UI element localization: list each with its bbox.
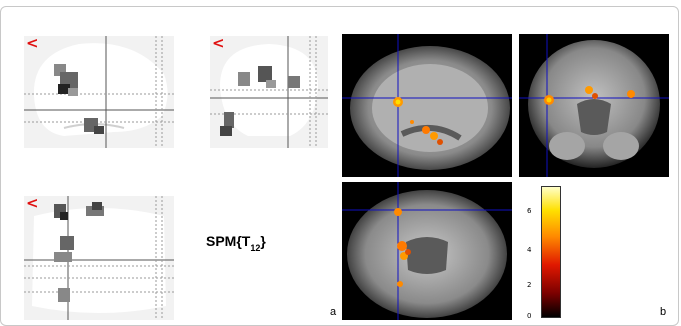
colorbar-tick: 4 [527,246,532,254]
panel-label-a: a [330,306,337,318]
orientation-marker-icon: < [26,36,39,52]
spm-label-subscript: 12 [250,243,261,253]
orientation-marker-icon: < [26,196,39,212]
colorbar-tick: 6 [527,207,532,215]
colorbar-tick: 2 [527,281,532,289]
colorbar-tick: 0 [527,312,532,320]
mri-slice-sagittal [342,34,512,177]
glass-brain-coronal: < [210,36,328,148]
spm-statistic-label: SPM{T12} [206,233,266,253]
mri-slice-coronal [519,34,669,177]
spm-label-close: } [260,233,266,249]
mri-slice-axial [342,182,512,320]
glass-brain-sagittal: < [24,36,174,148]
colorbar [541,186,561,318]
orientation-marker-icon: < [212,36,225,52]
glass-brain-axial: < [24,196,174,320]
spm-label-main: SPM{T [206,233,251,249]
panel-label-b: b [660,306,667,318]
